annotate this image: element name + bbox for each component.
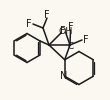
Text: C: C <box>67 42 74 51</box>
Text: F: F <box>44 10 50 20</box>
Text: F: F <box>60 26 65 36</box>
Text: N: N <box>60 71 67 81</box>
Text: F: F <box>26 19 32 29</box>
Text: F: F <box>68 22 73 32</box>
Text: F: F <box>83 35 88 45</box>
Text: OH: OH <box>58 27 73 36</box>
